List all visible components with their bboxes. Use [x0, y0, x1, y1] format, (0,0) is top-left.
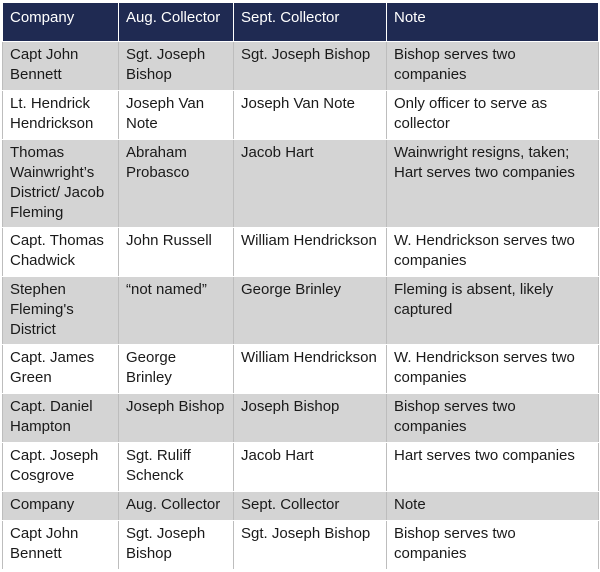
- header-note: Note: [386, 2, 599, 42]
- cell-aug-collector: “not named”: [118, 276, 234, 345]
- header-sept-collector: Sept. Collector: [233, 2, 387, 42]
- table-row: Stephen Fleming's District “not named” G…: [2, 276, 599, 345]
- cell-note: W. Hendrickson serves two companies: [386, 344, 599, 394]
- header-aug-collector: Aug. Collector: [118, 2, 234, 42]
- table-row: Thomas Wainwright’s District/ Jacob Flem…: [2, 139, 599, 228]
- cell-company: Capt John Bennett: [2, 520, 119, 570]
- table-row: Capt John Bennett Sgt. Joseph Bishop Sgt…: [2, 41, 599, 91]
- table-header-row: Company Aug. Collector Sept. Collector N…: [2, 2, 599, 42]
- cell-aug-collector: Sgt. Joseph Bishop: [118, 41, 234, 91]
- cell-sept-collector: Sgt. Joseph Bishop: [233, 520, 387, 570]
- table-row: Capt. Daniel Hampton Joseph Bishop Josep…: [2, 393, 599, 443]
- table-row: Capt. Thomas Chadwick John Russell Willi…: [2, 227, 599, 277]
- cell-company: Company: [2, 491, 119, 521]
- cell-note: Hart serves two companies: [386, 442, 599, 492]
- cell-sept-collector: Jacob Hart: [233, 442, 387, 492]
- cell-note: Wainwright resigns, taken; Hart serves t…: [386, 139, 599, 228]
- table-row: Capt. Joseph Cosgrove Sgt. Ruliff Schenc…: [2, 442, 599, 492]
- cell-sept-collector: Joseph Bishop: [233, 393, 387, 443]
- cell-company: Lt. Hendrick Hendrickson: [2, 90, 119, 140]
- cell-company: Capt. Joseph Cosgrove: [2, 442, 119, 492]
- cell-aug-collector: Sgt. Ruliff Schenck: [118, 442, 234, 492]
- cell-note: Only officer to serve as collector: [386, 90, 599, 140]
- cell-sept-collector: William Hendrickson: [233, 344, 387, 394]
- cell-company: Capt John Bennett: [2, 41, 119, 91]
- cell-aug-collector: George Brinley: [118, 344, 234, 394]
- cell-note: W. Hendrickson serves two companies: [386, 227, 599, 277]
- cell-sept-collector: Jacob Hart: [233, 139, 387, 228]
- cell-sept-collector: Sept. Collector: [233, 491, 387, 521]
- cell-note: Bishop serves two companies: [386, 41, 599, 91]
- cell-aug-collector: John Russell: [118, 227, 234, 277]
- cell-company: Capt. James Green: [2, 344, 119, 394]
- cell-sept-collector: William Hendrickson: [233, 227, 387, 277]
- cell-note: Bishop serves two companies: [386, 520, 599, 570]
- cell-aug-collector: Abraham Probasco: [118, 139, 234, 228]
- cell-company: Capt. Thomas Chadwick: [2, 227, 119, 277]
- cell-aug-collector: Joseph Bishop: [118, 393, 234, 443]
- cell-aug-collector: Aug. Collector: [118, 491, 234, 521]
- cell-company: Thomas Wainwright’s District/ Jacob Flem…: [2, 139, 119, 228]
- cell-aug-collector: Sgt. Joseph Bishop: [118, 520, 234, 570]
- cell-note: Note: [386, 491, 599, 521]
- cell-note: Fleming is absent, likely captured: [386, 276, 599, 345]
- cell-company: Stephen Fleming's District: [2, 276, 119, 345]
- cell-note: Bishop serves two companies: [386, 393, 599, 443]
- table-row: Capt. James Green George Brinley William…: [2, 344, 599, 394]
- cell-sept-collector: Sgt. Joseph Bishop: [233, 41, 387, 91]
- cell-sept-collector: Joseph Van Note: [233, 90, 387, 140]
- table-row: Lt. Hendrick Hendrickson Joseph Van Note…: [2, 90, 599, 140]
- cell-sept-collector: George Brinley: [233, 276, 387, 345]
- cell-aug-collector: Joseph Van Note: [118, 90, 234, 140]
- table-row: Company Aug. Collector Sept. Collector N…: [2, 491, 599, 521]
- table-row: Capt John Bennett Sgt. Joseph Bishop Sgt…: [2, 520, 599, 570]
- header-company: Company: [2, 2, 119, 42]
- cell-company: Capt. Daniel Hampton: [2, 393, 119, 443]
